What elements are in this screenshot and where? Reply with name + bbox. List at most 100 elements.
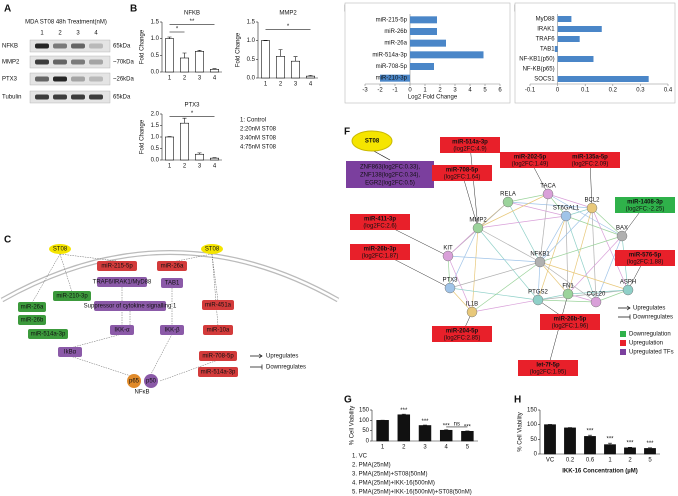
significance-label: ***	[400, 408, 408, 414]
y-tick-label: 100	[359, 418, 370, 424]
pathway-label: miR-708-5p	[202, 354, 234, 360]
legend-swatch	[620, 331, 626, 337]
category-label: TAB1	[540, 47, 555, 53]
gene-node	[586, 202, 598, 214]
pathway-link	[159, 359, 219, 382]
blot-row-label: Tubulin	[2, 95, 21, 101]
mirna-label: miR-514a-3p	[452, 140, 488, 146]
mirna-fc: (log2FC:-2.25)	[626, 207, 665, 213]
pathway-label: p50	[146, 379, 157, 385]
pathway-box	[161, 278, 183, 288]
gene-node	[472, 222, 484, 234]
gene-node	[444, 282, 456, 294]
pathway-label: ST08	[53, 247, 68, 253]
x-tick-label: 0.3	[636, 88, 645, 94]
significance-label: *	[287, 24, 290, 30]
network-edge	[595, 235, 623, 303]
network-edge	[471, 227, 479, 313]
blot-band	[35, 43, 49, 49]
legend-text: 4. PMA(25nM)+IKK-16(500nM)	[352, 481, 435, 487]
bar	[290, 60, 300, 79]
gene-label: PTGS2	[528, 290, 548, 296]
mirna-box	[560, 152, 620, 168]
pathway-link	[149, 333, 173, 377]
blot-band	[53, 76, 67, 82]
pathway-box	[94, 301, 166, 311]
drug-node	[49, 244, 71, 254]
x-tick-label: 2	[402, 445, 406, 451]
blot-band	[89, 94, 103, 100]
x-tick-label: 1	[608, 458, 612, 464]
pathway-label: miR-210-3p	[56, 294, 88, 300]
x-tick-label: -2	[377, 88, 383, 94]
pathway-link	[69, 355, 135, 378]
legend-text: Downregulation	[629, 332, 671, 338]
mirna-box	[518, 360, 578, 376]
bar	[410, 28, 437, 35]
legend-text: Upregulates	[266, 354, 298, 360]
category-label: SOCS1	[534, 77, 555, 83]
category-label: IRAK1	[537, 27, 555, 33]
gene-node	[590, 296, 602, 308]
x-tick-label: 1	[168, 164, 172, 170]
pathway-box	[18, 302, 46, 312]
x-tick-label: 2	[438, 88, 442, 94]
bar	[397, 414, 411, 442]
blot-row-label: NFKB	[2, 44, 18, 50]
network-edge	[507, 201, 593, 209]
legend-text: Upregulation	[629, 341, 663, 347]
legend-text: Downregulates	[266, 365, 306, 371]
x-tick-label: 0.1	[581, 88, 590, 94]
x-tick-label: 6	[498, 88, 502, 94]
network-edge	[595, 289, 629, 303]
gene-label: FN1	[562, 284, 574, 290]
pathway-label: miR-26b	[21, 318, 44, 324]
network-edge	[565, 215, 569, 295]
mirna-box	[440, 137, 500, 153]
pathway-link	[31, 253, 61, 304]
pathway-box	[28, 329, 68, 339]
bar	[305, 75, 315, 79]
inhibition-link	[547, 293, 569, 369]
bar	[418, 425, 432, 442]
significance-label: *	[176, 27, 179, 33]
nfkb-subunit	[127, 374, 141, 388]
bar	[165, 136, 175, 161]
error-bar	[182, 52, 187, 58]
network-edge	[507, 201, 541, 263]
mirna-label: miR-411-3p	[364, 217, 396, 223]
x-axis-label: Log2 Fold Change	[408, 95, 458, 101]
x-tick-label: 2	[279, 82, 283, 88]
y-axis-label: Fold Change	[140, 119, 146, 154]
mirna-label: miR-135a-5p	[572, 155, 608, 161]
network-edge	[567, 235, 623, 295]
error-bar	[588, 434, 592, 437]
x-tick-label: -1	[392, 88, 398, 94]
network-edge	[449, 287, 539, 301]
panel-letter: C	[4, 235, 11, 246]
panel-letter: F	[344, 127, 350, 138]
category-label: miR-708-5p	[376, 64, 408, 70]
bar	[410, 51, 484, 59]
pathway-label: TRAF6/IRAK1/MyD88	[93, 280, 152, 286]
significance-label: ***	[606, 437, 614, 443]
error-bar	[182, 117, 187, 124]
network-edge	[567, 207, 593, 295]
category-label: miR-26b	[384, 29, 407, 35]
y-axis-label: Fold Change	[140, 29, 146, 64]
gene-label: MMP2	[469, 218, 487, 224]
mirna-label: miR-26b-3p	[364, 247, 397, 253]
mirna-fc: (log2FC:1.87)	[362, 254, 399, 260]
bar	[604, 444, 616, 455]
key-text: 3:40nM ST08	[240, 136, 277, 142]
x-tick-label: 4	[445, 445, 449, 451]
mirna-fc: (log2FC:1.95)	[530, 370, 567, 376]
network-edge	[591, 207, 623, 237]
x-tick-label: 4	[468, 88, 472, 94]
x-tick-label: 3	[453, 88, 457, 94]
network-edge	[477, 215, 567, 229]
error-bar	[608, 442, 612, 445]
mirna-label: miR-26b-5p	[554, 317, 587, 323]
gene-node	[562, 288, 574, 300]
error-bar	[278, 49, 283, 57]
